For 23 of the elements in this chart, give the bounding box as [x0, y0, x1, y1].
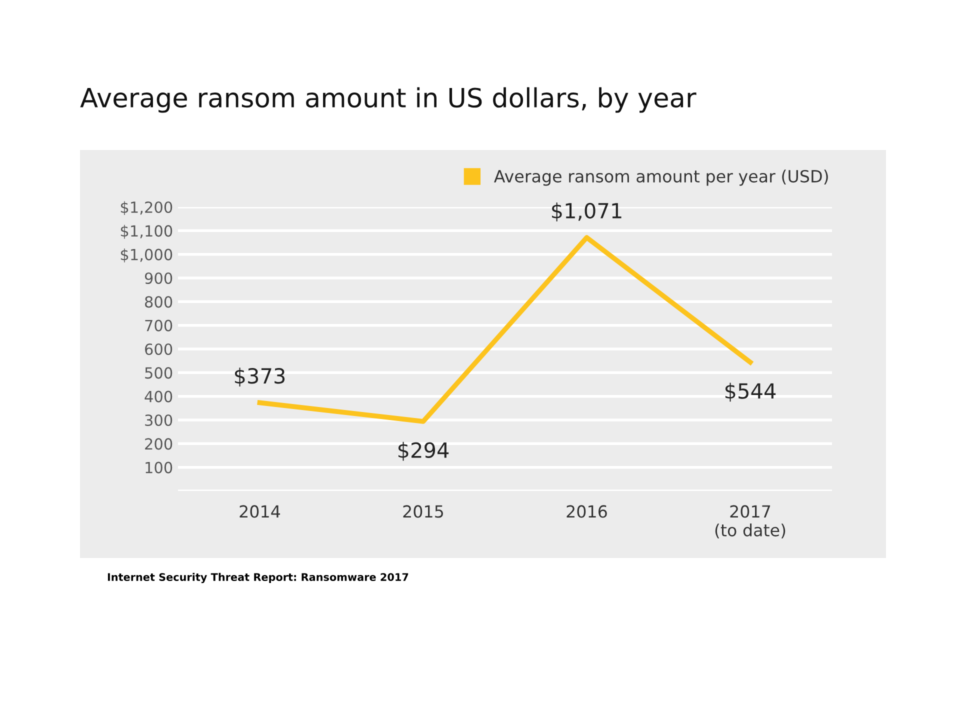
y-tick-label: 200	[145, 438, 172, 450]
data-label: $544	[725, 382, 776, 402]
y-tick-label: $1,100	[120, 224, 172, 239]
y-tick-label: $1,200	[120, 201, 172, 216]
data-label: $294	[398, 442, 449, 461]
y-tick-label: $1,000	[120, 248, 172, 262]
y-tick-label: 900	[144, 272, 172, 284]
x-tick-label: 2014	[240, 505, 280, 518]
x-tick-label: 2017 (to date)	[715, 505, 786, 538]
x-tick-label: 2016	[566, 505, 607, 518]
data-label: $1,071	[552, 202, 622, 222]
y-tick-label: 600	[145, 343, 172, 356]
x-tick-label: 2015	[403, 505, 443, 518]
y-tick-label: 400	[144, 390, 172, 402]
y-tick-label: 100	[146, 462, 172, 474]
y-tick-label: 800	[145, 296, 172, 308]
legend-label: Average ransom amount per year (USD)	[494, 170, 828, 186]
y-tick-label: 300	[145, 414, 172, 426]
text: Internet Security Threat Report: Ransomware 2017	[108, 572, 408, 584]
data-label: $373	[234, 368, 285, 387]
chart-title: Average ransom amount in US dollars, by year	[80, 87, 696, 113]
y-tick-label: 700	[145, 320, 172, 332]
y-tick-label: 500	[145, 367, 172, 379]
